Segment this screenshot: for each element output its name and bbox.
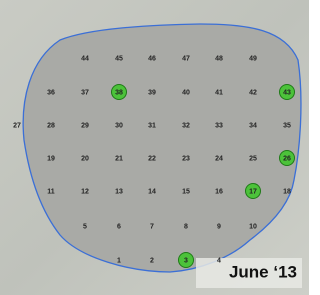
- point-label: 45: [115, 55, 123, 62]
- point-label: 32: [182, 122, 190, 129]
- point-label: 5: [83, 223, 87, 230]
- point-label: 6: [117, 223, 121, 230]
- point-label: 8: [184, 223, 188, 230]
- point-label: 11: [47, 188, 55, 195]
- point-label: 12: [81, 188, 89, 195]
- point-label: 31: [148, 122, 156, 129]
- point-label: 48: [215, 55, 223, 62]
- point-label: 25: [249, 155, 257, 162]
- point-label: 28: [47, 122, 55, 129]
- point-label: 34: [249, 122, 257, 129]
- point-label: 1: [117, 257, 121, 264]
- point-label: 22: [148, 155, 156, 162]
- point-label: 49: [249, 55, 257, 62]
- point-label: 4: [217, 257, 221, 264]
- point-label: 30: [115, 122, 123, 129]
- point-label: 2: [150, 257, 154, 264]
- point-label: 20: [81, 155, 89, 162]
- point-label: 13: [115, 188, 123, 195]
- point-label: 23: [182, 155, 190, 162]
- point-label: 36: [47, 89, 55, 96]
- point-label: 42: [249, 89, 257, 96]
- point-label: 46: [148, 55, 156, 62]
- point-label: 10: [249, 223, 257, 230]
- point-label: 38: [115, 89, 123, 96]
- point-label: 15: [182, 188, 190, 195]
- point-label: 27: [13, 122, 21, 129]
- point-label: 37: [81, 89, 89, 96]
- point-label: 40: [182, 89, 190, 96]
- point-label: 21: [115, 155, 123, 162]
- point-label: 14: [148, 188, 156, 195]
- point-label: 7: [150, 223, 154, 230]
- date-label: June ‘13: [229, 262, 297, 281]
- point-label: 19: [47, 155, 55, 162]
- point-label: 17: [249, 188, 257, 195]
- point-label: 33: [215, 122, 223, 129]
- point-label: 9: [217, 223, 221, 230]
- point-label: 26: [283, 155, 291, 162]
- point-label: 35: [283, 122, 291, 129]
- point-label: 43: [283, 89, 291, 96]
- point-label: 24: [215, 155, 223, 162]
- point-label: 29: [81, 122, 89, 129]
- point-label: 16: [215, 188, 223, 195]
- point-label: 47: [182, 55, 190, 62]
- point-label: 41: [215, 89, 223, 96]
- point-label: 39: [148, 89, 156, 96]
- point-label: 44: [81, 55, 89, 62]
- point-label: 3: [184, 257, 188, 264]
- point-label: 18: [283, 188, 291, 195]
